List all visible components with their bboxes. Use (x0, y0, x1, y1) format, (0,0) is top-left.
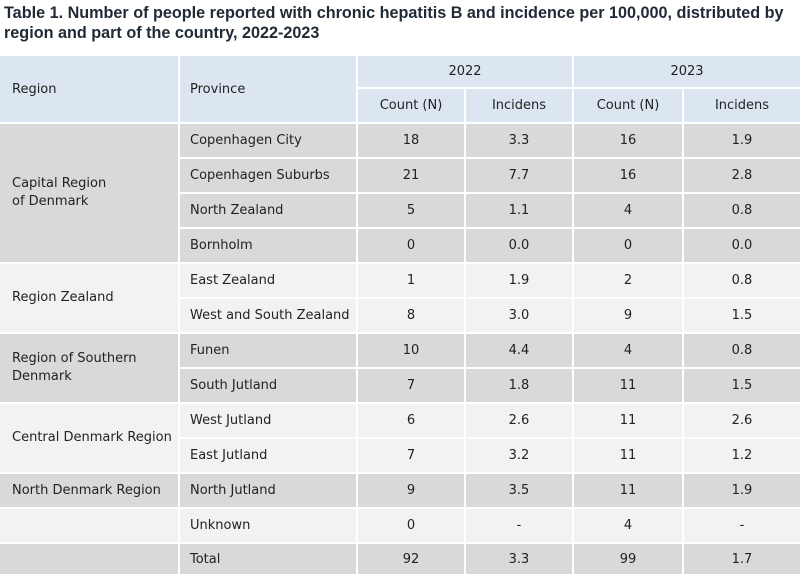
count-2023-cell: 11 (574, 369, 684, 404)
incidence-2023-cell: 0.8 (684, 334, 800, 369)
total-row: Total 92 3.3 99 1.7 (0, 544, 800, 576)
incidence-2023-cell: 0.0 (684, 229, 800, 264)
incidence-2022-cell: 3.5 (466, 474, 574, 509)
count-2022-cell: 10 (358, 334, 466, 369)
table-row: North Denmark Region North Jutland 9 3.5… (0, 474, 800, 509)
count-2022-total-cell: 92 (358, 544, 466, 576)
incidence-2023-cell: 1.9 (684, 474, 800, 509)
count-2023-cell: 16 (574, 124, 684, 159)
province-cell: Unknown (180, 509, 358, 544)
region-zealand: Region Zealand (0, 264, 180, 334)
province-cell: South Jutland (180, 369, 358, 404)
incidence-2023-cell: 2.6 (684, 404, 800, 439)
incidence-2022-cell: 1.1 (466, 194, 574, 229)
incidence-2022-cell: 2.6 (466, 404, 574, 439)
count-2022-cell: 6 (358, 404, 466, 439)
province-cell: West and South Zealand (180, 299, 358, 334)
incidence-2022-cell: 4.4 (466, 334, 574, 369)
count-2023-cell: 0 (574, 229, 684, 264)
province-cell: West Jutland (180, 404, 358, 439)
count-2023-cell: 4 (574, 334, 684, 369)
incidence-2022-cell: 1.9 (466, 264, 574, 299)
incidence-2023-total-cell: 1.7 (684, 544, 800, 576)
region-central: Central Denmark Region (0, 404, 180, 474)
province-cell: East Zealand (180, 264, 358, 299)
count-2022-cell: 9 (358, 474, 466, 509)
table-row: Capital Region of Denmark Copenhagen Cit… (0, 124, 800, 264)
count-2023-cell: 11 (574, 404, 684, 439)
header-incidence-2022: Incidens (466, 89, 574, 124)
table-row: Region Zealand East Zealand 1 1.9 2 0.8 (0, 264, 800, 334)
header-year-2023: 2023 (574, 56, 800, 89)
table-row: Region of Southern Denmark Funen 10 4.4 … (0, 334, 800, 404)
header-count-2023: Count (N) (574, 89, 684, 124)
count-2023-total-cell: 99 (574, 544, 684, 576)
incidence-2022-cell: 3.2 (466, 439, 574, 474)
header-region: Region (0, 56, 180, 124)
table-row: West and South Zealand 8 3.0 9 1.5 (0, 299, 800, 334)
incidence-2023-cell: 1.2 (684, 439, 800, 474)
count-2022-cell: 8 (358, 299, 466, 334)
province-cell: East Jutland (180, 439, 358, 474)
region-capital: Capital Region of Denmark (0, 124, 180, 264)
header-year-2022: 2022 (358, 56, 574, 89)
incidence-2023-cell: 0.8 (684, 264, 800, 299)
province-cell: North Jutland (180, 474, 358, 509)
header-incidence-2023: Incidens (684, 89, 800, 124)
region-empty (0, 544, 180, 576)
hepatitis-table: Region Province 2022 2023 Count (N) Inci… (0, 56, 800, 576)
province-cell: Copenhagen City (180, 124, 358, 159)
incidence-2022-cell: - (466, 509, 574, 544)
count-2022-cell: 1 (358, 264, 466, 299)
header-count-2022: Count (N) (358, 89, 466, 124)
count-2022-cell: 7 (358, 439, 466, 474)
region-southern: Region of Southern Denmark (0, 334, 180, 404)
count-2022-cell: 18 (358, 124, 466, 159)
province-total-cell: Total (180, 544, 358, 576)
count-2022-cell: 7 (358, 369, 466, 404)
incidence-2022-cell: 1.8 (466, 369, 574, 404)
count-2023-cell: 4 (574, 194, 684, 229)
count-2023-cell: 2 (574, 264, 684, 299)
count-2022-cell: 21 (358, 159, 466, 194)
table-row: Bornholm 0 0.0 0 0.0 (0, 229, 800, 264)
incidence-2022-cell: 0.0 (466, 229, 574, 264)
incidence-2022-total-cell: 3.3 (466, 544, 574, 576)
count-2023-cell: 16 (574, 159, 684, 194)
table-row: Unknown 0 - 4 - (0, 509, 800, 544)
table-row: East Jutland 7 3.2 11 1.2 (0, 439, 800, 474)
count-2022-cell: 5 (358, 194, 466, 229)
province-cell: Bornholm (180, 229, 358, 264)
table-row: North Zealand 5 1.1 4 0.8 (0, 194, 800, 229)
province-cell: North Zealand (180, 194, 358, 229)
count-2023-cell: 4 (574, 509, 684, 544)
count-2023-cell: 11 (574, 439, 684, 474)
incidence-2023-cell: 1.5 (684, 369, 800, 404)
province-cell: Funen (180, 334, 358, 369)
incidence-2023-cell: - (684, 509, 800, 544)
table-row: Copenhagen Suburbs 21 7.7 16 2.8 (0, 159, 800, 194)
table-row: South Jutland 7 1.8 11 1.5 (0, 369, 800, 404)
incidence-2023-cell: 2.8 (684, 159, 800, 194)
incidence-2023-cell: 1.5 (684, 299, 800, 334)
region-empty (0, 509, 180, 544)
region-north: North Denmark Region (0, 474, 180, 509)
table-row: Central Denmark Region West Jutland 6 2.… (0, 404, 800, 474)
incidence-2023-cell: 0.8 (684, 194, 800, 229)
incidence-2022-cell: 7.7 (466, 159, 574, 194)
table-title: Table 1. Number of people reported with … (4, 4, 784, 42)
incidence-2022-cell: 3.3 (466, 124, 574, 159)
count-2023-cell: 9 (574, 299, 684, 334)
header-province: Province (180, 56, 358, 124)
incidence-2022-cell: 3.0 (466, 299, 574, 334)
count-2022-cell: 0 (358, 509, 466, 544)
incidence-2023-cell: 1.9 (684, 124, 800, 159)
count-2022-cell: 0 (358, 229, 466, 264)
count-2023-cell: 11 (574, 474, 684, 509)
province-cell: Copenhagen Suburbs (180, 159, 358, 194)
